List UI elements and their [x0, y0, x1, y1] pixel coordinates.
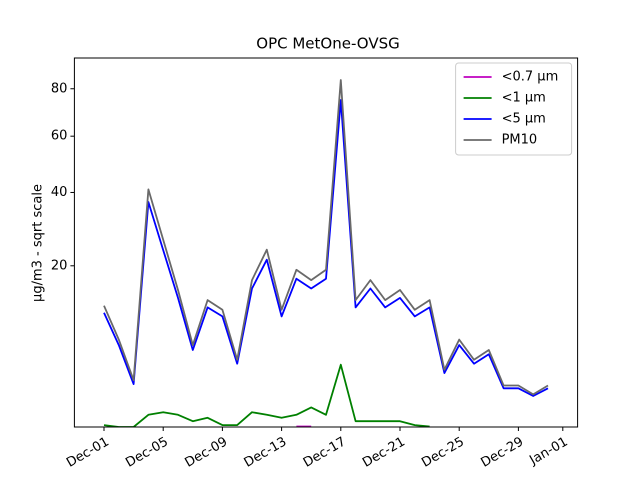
- x-tick-label: Dec-25: [419, 435, 467, 471]
- y-axis-label: µg/m3 - sqrt scale: [31, 184, 46, 302]
- x-tick-label: Dec-29: [478, 435, 526, 471]
- x-tick-label: Dec-21: [360, 435, 408, 471]
- legend-label: PM10: [502, 133, 538, 148]
- x-tick-label: Jan-01: [526, 435, 570, 469]
- series-line: [103, 363, 430, 427]
- legend-label: <0.7 µm: [502, 70, 559, 85]
- legend-box: [455, 62, 573, 156]
- x-tick-label: Dec-13: [242, 435, 290, 471]
- y-tick-label: 40: [51, 185, 68, 200]
- legend-label: <1 µm: [502, 91, 546, 106]
- x-tick-label: Dec-17: [301, 435, 349, 471]
- y-tick-label: 60: [51, 129, 68, 144]
- plot-frame: [73, 57, 579, 428]
- series-line: [103, 79, 549, 396]
- x-tick-label: Dec-01: [64, 435, 112, 471]
- y-tick-label: 80: [51, 81, 68, 96]
- legend-label: <5 µm: [502, 112, 546, 127]
- series-line: [103, 99, 549, 397]
- x-tick-label: Dec-09: [182, 435, 230, 471]
- chart-title: OPC MetOne-OVSG: [256, 35, 399, 53]
- x-tick-label: Dec-05: [123, 435, 171, 471]
- y-tick-label: 20: [51, 258, 68, 273]
